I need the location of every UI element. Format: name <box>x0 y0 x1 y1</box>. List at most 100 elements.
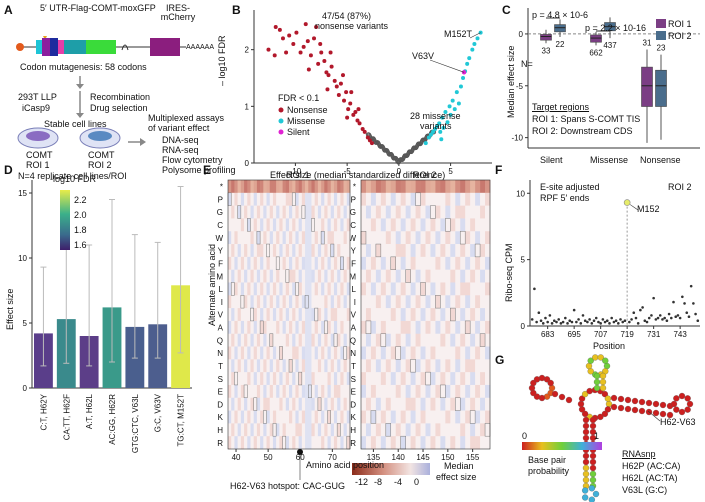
e-heat-cell <box>410 346 416 360</box>
b-nonsense-point <box>351 112 356 117</box>
e-heat-cell <box>460 180 466 194</box>
e-heat-cell <box>321 180 325 194</box>
e-heat-cell <box>269 436 274 450</box>
e-heat-cell <box>343 372 348 386</box>
e-heat-cell <box>327 436 332 450</box>
e-heat-cell <box>247 333 251 347</box>
e-wt-outline <box>250 307 254 322</box>
e-heat-cell <box>415 359 421 373</box>
e-heat-cell <box>346 295 351 309</box>
e-heat-cell <box>308 436 312 450</box>
e-heat-cell <box>321 231 325 245</box>
e-heat-cell <box>234 205 238 219</box>
e-heat-cell <box>260 372 264 386</box>
e-heat-cell <box>256 423 261 437</box>
e-heat-cell <box>324 256 328 270</box>
e-heat-cell <box>289 333 293 347</box>
g-base <box>588 485 596 492</box>
e-heat-cell <box>272 269 277 283</box>
e-heat-cell <box>375 282 382 296</box>
e-heat-cell <box>435 308 441 322</box>
e-heat-cell <box>266 436 271 450</box>
e-heat-cell <box>269 397 274 411</box>
e-heat-cell <box>237 410 242 424</box>
e-heat-cell <box>390 359 397 373</box>
e-wt-outline <box>435 295 441 309</box>
e-heat-cell <box>455 295 461 309</box>
e-heat-cell <box>385 423 392 437</box>
e-heat-cell <box>324 205 328 219</box>
e-wt-outline <box>330 243 335 258</box>
g-base <box>558 393 566 401</box>
e-heat-cell <box>385 180 392 194</box>
e-heat-cell <box>395 359 401 373</box>
e-heat-cell <box>247 372 251 386</box>
b-legend-missense: Missense <box>287 116 326 126</box>
e-heat-cell <box>430 333 436 347</box>
e-heat-cell <box>247 320 251 335</box>
g-base <box>603 362 611 370</box>
e-heat-cell <box>253 436 258 450</box>
e-heat-cell <box>253 244 258 258</box>
e-heat-cell <box>305 423 309 437</box>
e-heat-cell <box>455 384 461 399</box>
e-heat-cell <box>324 269 328 283</box>
e-heat-cell <box>365 244 372 258</box>
e-heat-cell <box>228 333 232 347</box>
b-nonsense-point <box>303 22 308 27</box>
e-heat-cell <box>263 244 267 258</box>
e-heat-cell <box>445 397 451 411</box>
e-heat-cell <box>420 231 426 245</box>
e-heat-cell <box>285 359 290 373</box>
f-point <box>658 314 662 317</box>
e-heat-cell <box>295 320 299 335</box>
c-n-label: 33 <box>542 46 551 55</box>
e-heat-cell <box>346 359 351 373</box>
e-heat-cell <box>460 397 466 411</box>
e-heat-cell <box>263 436 267 450</box>
e-heat-cell <box>263 231 267 245</box>
e-heat-cell <box>460 423 466 437</box>
e-wt-outline <box>469 410 476 424</box>
f-ytick-label: 10 <box>516 189 525 198</box>
e-heat-cell <box>292 205 296 219</box>
e-heat-cell <box>445 410 451 424</box>
e-heat-cell <box>276 359 280 373</box>
b-nonsense-point <box>272 53 277 58</box>
e-heat-cell <box>465 244 471 258</box>
e-heat-cell <box>247 192 251 206</box>
e-heat-cell <box>420 282 426 296</box>
e-heat-cell <box>234 372 238 386</box>
f-point <box>552 319 556 322</box>
e-heat-cell <box>263 308 267 322</box>
e-row-label-2: R <box>350 439 356 448</box>
e-heat-cell <box>324 384 328 399</box>
e-heat-cell <box>445 333 451 347</box>
e-heat-cell <box>327 205 332 219</box>
e-heat-cell <box>311 244 315 258</box>
e-heat-cell <box>440 295 446 309</box>
e-heat-cell <box>465 320 471 335</box>
e-heat-cell <box>440 244 446 258</box>
e-heat-cell <box>305 333 309 347</box>
e-heat-cell <box>314 244 319 258</box>
e-heat-cell <box>425 295 431 309</box>
e-heat-cell <box>343 346 348 360</box>
e-wt-outline <box>320 230 325 245</box>
e-heat-cell <box>321 359 325 373</box>
e-heat-cell <box>282 269 287 283</box>
e-heat-cell <box>415 397 421 411</box>
e-heat-cell <box>298 346 303 360</box>
e-heat-cell <box>445 359 451 373</box>
e-heat-cell <box>289 359 293 373</box>
e-heat-cell <box>282 282 287 296</box>
e-heat-cell <box>445 436 451 450</box>
e-heat-cell <box>327 256 332 270</box>
e-heat-cell <box>365 320 372 335</box>
e-heat-cell <box>400 436 406 450</box>
e-heat-cell <box>420 256 426 270</box>
e-heat-cell <box>253 384 258 399</box>
e-heat-cell <box>234 192 238 206</box>
e-wt-outline <box>243 384 248 399</box>
e-wt-outline <box>308 384 312 399</box>
